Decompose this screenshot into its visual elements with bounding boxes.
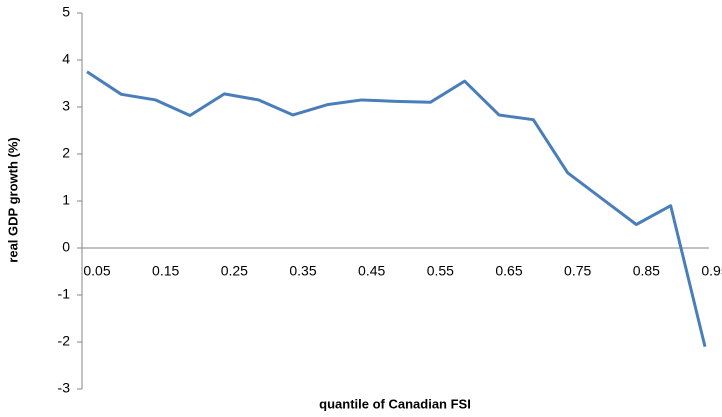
y-tick-label: 3 <box>62 98 70 114</box>
data-line <box>86 70 707 348</box>
x-tick-label: 0.45 <box>358 263 385 279</box>
x-tick-label: 0.75 <box>564 263 591 279</box>
y-tick-label: 4 <box>62 51 70 67</box>
x-axis-title: quantile of Canadian FSI <box>319 396 471 411</box>
x-tick-label: 0.85 <box>633 263 660 279</box>
y-tick-label: 2 <box>62 145 70 161</box>
x-tick-label: 0.25 <box>221 263 248 279</box>
y-tick-label: 5 <box>62 4 70 20</box>
x-tick-label: 0.95 <box>701 263 722 279</box>
x-tick-label: 0.35 <box>289 263 316 279</box>
y-tick-label: 1 <box>62 192 70 208</box>
y-axis-title: real GDP growth (%) <box>5 137 20 262</box>
x-tick-label: 0.55 <box>427 263 454 279</box>
y-tick-label: 0 <box>62 239 70 255</box>
y-tick-label: -3 <box>58 380 71 396</box>
y-tick-label: -2 <box>58 333 71 349</box>
x-tick-label: 0.65 <box>495 263 522 279</box>
y-tick-label: -1 <box>58 286 71 302</box>
x-tick-label: 0.05 <box>83 263 110 279</box>
x-tick-label: 0.15 <box>152 263 179 279</box>
